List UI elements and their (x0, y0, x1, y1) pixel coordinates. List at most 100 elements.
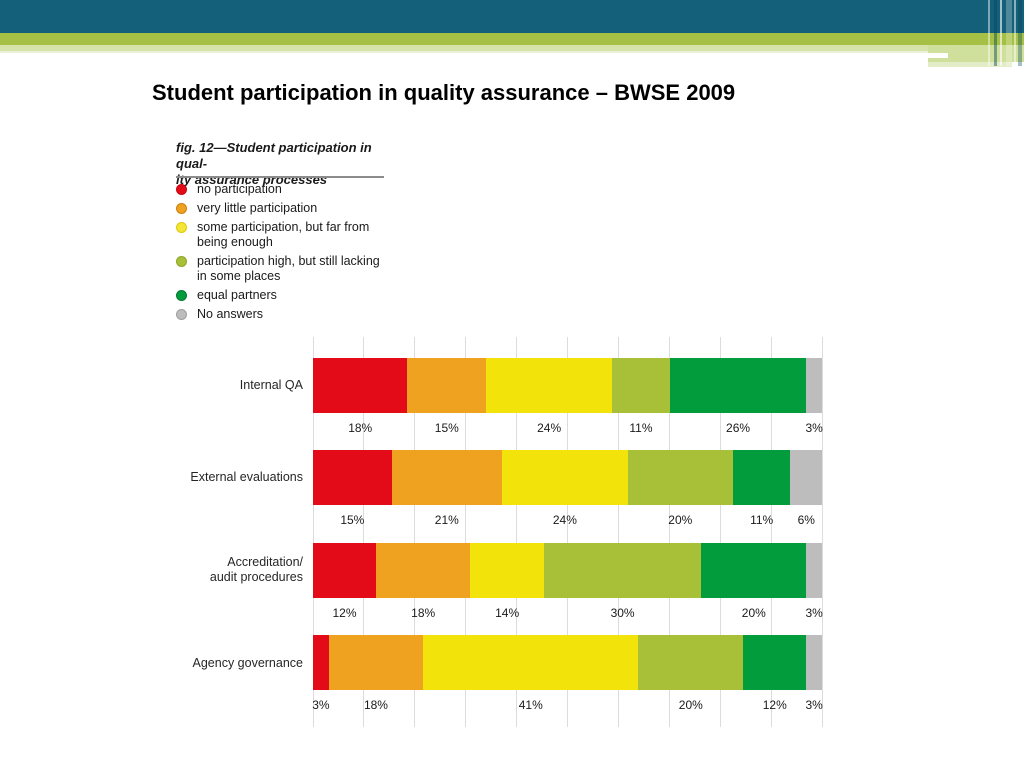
legend-item: no participation (176, 182, 392, 197)
bar-percent-label: 26% (726, 421, 751, 435)
chart-legend: no participation very little participatio… (176, 182, 392, 326)
figure-caption-line2: ity assurance processes (176, 172, 328, 187)
header-pinstripe (1018, 0, 1022, 66)
bar-segment (375, 543, 471, 598)
bar-percent-label: 20% (741, 606, 766, 620)
legend-swatch-icon (176, 256, 187, 267)
bar-percent-label: 24% (552, 513, 577, 527)
legend-swatch-icon (176, 184, 187, 195)
header-olive-stripe (0, 33, 1024, 45)
legend-label: no participation (197, 182, 282, 196)
gridline (617, 337, 619, 727)
legend-swatch-icon (176, 222, 187, 233)
bar-row (313, 358, 822, 413)
bar-segment (806, 543, 822, 598)
bar-segment (543, 543, 702, 598)
header-pinstripe (988, 0, 990, 66)
header-pinstripe (994, 0, 997, 66)
gridline (821, 337, 823, 727)
bar-percent-row: 12% 18% 14% 30% 20% 3% (313, 606, 822, 620)
legend-item: some participation, but far from being e… (176, 220, 392, 250)
bar-percent-label: 3% (805, 606, 823, 620)
bar-segment (638, 635, 744, 690)
header-white-stripe (0, 53, 948, 58)
bar-segment (423, 635, 639, 690)
category-label: Internal QA (239, 378, 303, 392)
bar-segment (313, 635, 329, 690)
slide-title: Student participation in quality assuran… (152, 80, 736, 105)
bar-segment (701, 543, 807, 598)
bar-percent-label: 30% (610, 606, 635, 620)
gridline (668, 337, 670, 727)
gridline (414, 337, 416, 727)
bar-percent-label: 6% (797, 513, 815, 527)
bar-segment (313, 358, 408, 413)
bar-percent-label: 3% (805, 698, 823, 712)
bar-segment (732, 450, 791, 505)
header-pale-stripe (0, 45, 1024, 51)
bar-segment (407, 358, 487, 413)
gridline (567, 337, 568, 727)
bar-percent-label: 21% (434, 513, 459, 527)
bar-percent-label: 3% (805, 421, 823, 435)
category-label: Accreditation/audit procedures (209, 555, 303, 584)
legend-label: equal partners (197, 288, 277, 302)
bar-segment (743, 635, 807, 690)
bar-percent-label: 18% (363, 698, 388, 712)
bar-percent-label: 12% (332, 606, 357, 620)
bar-percent-label: 15% (434, 421, 459, 435)
legend-item: participation high, but still lacking in… (176, 254, 392, 284)
gridline (312, 337, 314, 727)
gridline (516, 337, 518, 727)
bar-row (313, 450, 822, 505)
bar-percent-label: 18% (411, 606, 436, 620)
legend-label: very little participation (197, 201, 318, 215)
header-pinstripe (1000, 0, 1002, 66)
bar-percent-label: 24% (537, 421, 562, 435)
bar-segment (328, 635, 424, 690)
bar-percent-label: 41% (518, 698, 543, 712)
legend-item: No answers (176, 307, 392, 322)
legend-item: very little participation (176, 201, 392, 216)
header-pinstripe (1006, 0, 1012, 66)
legend-label: participation high, but still lacking in… (197, 254, 380, 283)
bar-segment (806, 635, 822, 690)
bar-segment (486, 358, 613, 413)
bar-percent-label: 18% (348, 421, 373, 435)
bar-segment (470, 543, 544, 598)
chart-plot-area: 18% 15% 24% 11% 26% 3% 15% 21% 24% 20% 11% 6% 12% 18%… (312, 337, 823, 727)
gridline (719, 337, 721, 727)
bar-row (313, 635, 822, 690)
legend-swatch-icon (176, 203, 187, 214)
bar-segment (806, 358, 822, 413)
bar-segment (669, 358, 807, 413)
gridline (465, 337, 467, 727)
legend-item: equal partners (176, 288, 392, 303)
bar-percent-label: 15% (340, 513, 365, 527)
header-right-block-b (928, 62, 1012, 67)
legend-label: No answers (197, 307, 263, 321)
bar-percent-label: 11% (750, 513, 774, 527)
bar-percent-label: 20% (668, 513, 693, 527)
category-label: External evaluations (190, 470, 303, 484)
bar-segment (313, 543, 376, 598)
gridline (770, 337, 772, 727)
bar-segment (627, 450, 733, 505)
bar-percent-row: 15% 21% 24% 20% 11% 6% (313, 513, 822, 527)
bar-segment (313, 450, 392, 505)
bar-percent-row: 18% 15% 24% 11% 26% 3% (313, 421, 823, 435)
bar-percent-label: 20% (678, 698, 703, 712)
bar-segment (501, 450, 628, 505)
legend-swatch-icon (176, 309, 187, 320)
bar-row (313, 543, 822, 598)
bar-percent-label: 11% (629, 421, 653, 435)
bar-percent-label: 14% (495, 606, 520, 620)
bar-segment (612, 358, 670, 413)
category-label: Agency governance (192, 656, 304, 670)
figure-caption-rule (176, 176, 384, 178)
bar-percent-row: 3% 18% 41% 20% 12% 3% (312, 698, 823, 712)
legend-label: some participation, but far from being e… (197, 220, 370, 249)
header-pinstripe (1014, 0, 1016, 66)
gridline (363, 337, 365, 727)
